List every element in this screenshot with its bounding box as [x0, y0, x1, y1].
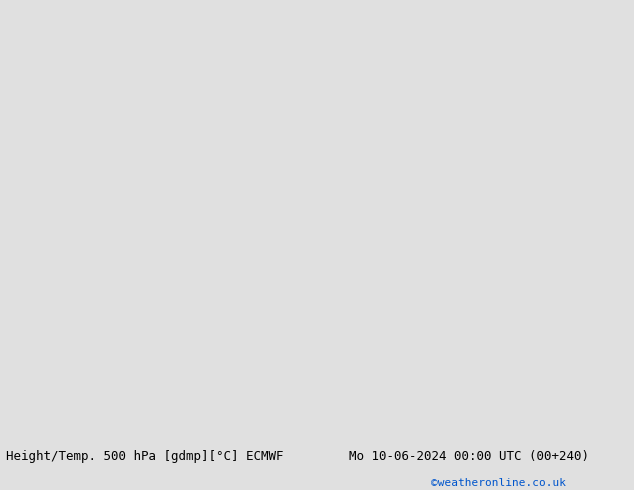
Text: Height/Temp. 500 hPa [gdmp][°C] ECMWF: Height/Temp. 500 hPa [gdmp][°C] ECMWF: [6, 450, 284, 463]
Text: ©weatheronline.co.uk: ©weatheronline.co.uk: [431, 478, 566, 488]
Text: Mo 10-06-2024 00:00 UTC (00+240): Mo 10-06-2024 00:00 UTC (00+240): [349, 450, 589, 463]
